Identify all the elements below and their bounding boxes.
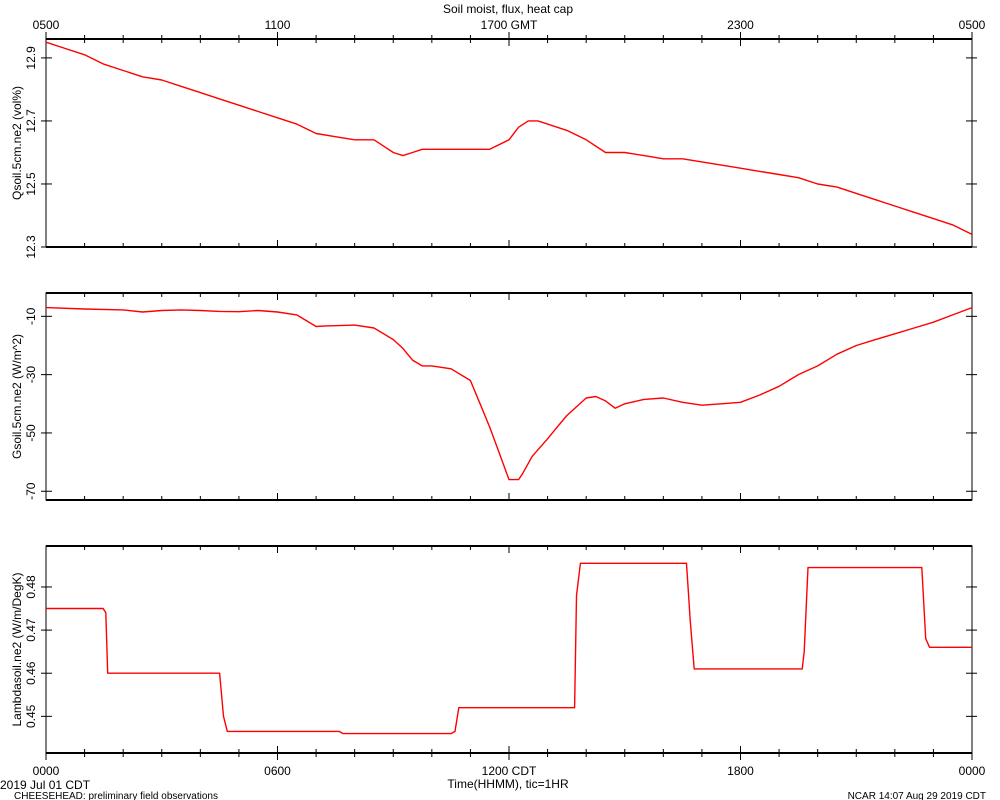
- series-line: [45, 306, 973, 481]
- y-tick-label: 12.5: [24, 172, 38, 196]
- top-time-axis: 0500 1100 1700 GMT 2300 0500: [33, 18, 986, 32]
- y-tick-label: -50: [24, 424, 38, 442]
- y-tick-label: 0.48: [24, 575, 38, 599]
- y-axis-title: Qsoil.5cm.ne2 (vol%): [10, 86, 24, 200]
- bottom-tick-label: 0600: [264, 764, 291, 778]
- bottom-tick-label: 0000: [33, 764, 60, 778]
- x-axis-title: Time(HHMM), tic=1HR: [447, 777, 569, 791]
- panel-frame: [45, 38, 973, 248]
- series-line: [46, 562, 972, 735]
- y-tick-label: -70: [24, 482, 38, 500]
- y-tick-label: 12.3: [24, 235, 38, 259]
- top-tick-label: 1700 GMT: [481, 18, 538, 32]
- bottom-time-axis: 0000 0600 1200 CDT 1800 0000: [33, 764, 986, 778]
- bottom-tick-label: 1200 CDT: [482, 764, 537, 778]
- top-tick-label: 2300: [727, 18, 754, 32]
- top-tick-label: 0500: [33, 18, 60, 32]
- y-tick-label: 12.9: [24, 46, 38, 70]
- panel-1: 12.3 12.5 12.7 12.9 Qsoil.5cm.ne2 (vol%): [10, 32, 977, 259]
- panel-frame: [45, 292, 973, 501]
- panel-frame: [45, 545, 973, 754]
- series-line: [45, 41, 973, 236]
- credit-label: NCAR 14:07 Aug 29 2019 CDT: [848, 791, 986, 800]
- date-label: 2019 Jul 01 CDT: [0, 778, 91, 792]
- bottom-tick-label: 0000: [959, 764, 986, 778]
- y-tick-label: 0.47: [24, 618, 38, 642]
- project-label: CHEESEHEAD: preliminary field observatio…: [14, 791, 218, 800]
- top-tick-label: 1100: [265, 18, 291, 32]
- y-tick-label: 12.7: [24, 109, 38, 133]
- y-tick-label: -10: [24, 307, 38, 325]
- y-tick-label: -30: [24, 366, 38, 384]
- y-tick-label: 0.46: [24, 661, 38, 685]
- figure-title: Soil moist, flux, heat cap: [443, 2, 573, 16]
- bottom-tick-label: 1800: [727, 764, 754, 778]
- y-axis-title: Gsoil.5cm.ne2 (W/m^2): [10, 334, 24, 459]
- top-tick-label: 0500: [959, 18, 986, 32]
- y-tick-label: 0.45: [24, 704, 38, 728]
- y-axis-title: Lambdasoil.ne2 (W/m/DegK): [10, 572, 24, 726]
